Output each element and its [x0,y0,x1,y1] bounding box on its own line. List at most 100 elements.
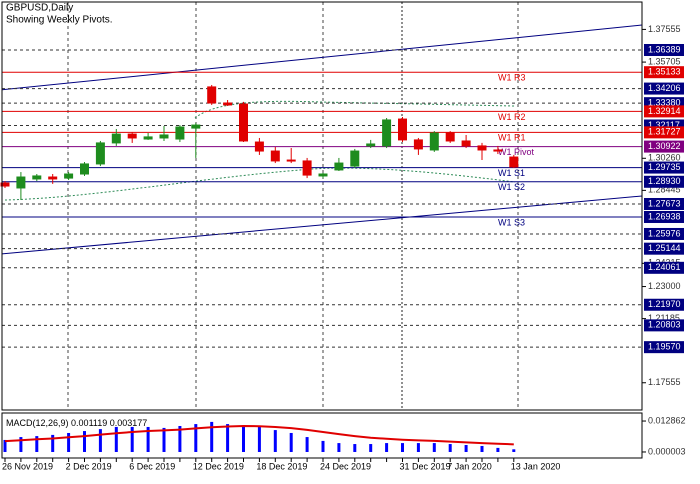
macd-bar [496,447,500,452]
y-tick-label: 1.23000 [648,281,681,291]
level-box [644,242,684,255]
macd-bar [83,431,86,452]
candle-body [175,126,185,140]
level-label: 1.29735 [648,162,681,172]
signal-line [4,424,514,446]
candle-body [223,102,233,106]
candle-body [429,132,439,151]
trend-line [2,195,642,255]
macd-bar [146,426,150,452]
level-box [644,298,684,311]
macd-bar [369,444,373,452]
macd-bar [162,427,166,452]
candle-body [111,133,121,144]
trend-line [2,24,642,91]
candle-body [95,142,105,165]
candle-body [48,176,58,180]
level-label: 1.20803 [648,320,681,330]
candle-body [270,150,280,162]
macd-bar [194,424,198,452]
level-label: 1.31727 [648,127,681,137]
y-tick-label: 1.35705 [648,56,681,66]
candle-body [32,175,42,180]
pivot-name: W1 R1 [498,133,526,143]
candle-body [0,182,10,187]
pivot-name: W1 Pivot [498,147,535,157]
level-label: 1.32914 [648,106,681,116]
candle-body [461,140,471,147]
pivot-name: W1 R2 [498,112,526,122]
level-label: 1.25976 [648,228,681,238]
candle-body [445,132,455,142]
macd-bar [353,444,357,452]
macd-bar [273,430,277,452]
macd-bar [257,426,261,452]
level-box [644,161,684,174]
x-tick-label: 18 Dec 2019 [256,461,307,471]
level-label: 1.32117 [648,120,680,130]
level-label: 1.26938 [648,211,681,221]
macd-bar [3,439,7,452]
level-label: 1.28930 [648,176,681,186]
y-tick-label: 0.012862 [648,415,686,425]
macd-bar [130,426,134,452]
y-tick-label: 1.37555 [648,24,681,34]
x-tick-label: 2 Dec 2019 [66,461,112,471]
x-tick-label: 7 Jan 2020 [447,461,492,471]
macd-name: MACD(12,26,9) [6,418,69,428]
level-box [644,82,684,95]
macd-bar [321,440,325,452]
x-tick-label: 6 Dec 2019 [129,461,175,471]
macd-bar [289,432,293,452]
candle-body [493,149,503,152]
chart-subtitle: Showing Weekly Pivots. [6,15,113,26]
x-tick-label: 31 Dec 2019 [400,461,451,471]
macd-bar [448,444,452,452]
level-label: 1.19570 [648,342,681,352]
macd-value: 0.001119 [71,418,107,428]
macd-bar [385,443,389,452]
macd-bar [114,426,118,452]
x-tick-label: 13 Jan 2020 [511,461,561,471]
macd-bar [35,436,39,452]
macd-bar [337,443,341,452]
macd-bar [242,426,245,452]
candle-body [80,163,89,175]
level-label: 1.36389 [648,44,681,54]
candle-body [64,173,74,179]
candle-body [239,103,248,142]
macd-bar [51,434,55,452]
level-box [644,44,684,57]
candle-body [477,145,487,151]
macd-bar [464,445,468,452]
level-label: 1.33380 [648,98,681,108]
level-box [644,319,684,332]
candle-body [334,162,344,171]
macd-bar [401,443,404,452]
level-box [644,341,684,354]
level-box [644,175,684,188]
macd-bar [512,449,516,452]
level-box [644,210,684,223]
macd-bar [226,424,230,452]
chart-title: GBPUSD,Daily [6,3,73,14]
x-tick-label: 24 Dec 2019 [320,461,371,471]
candle-body [509,156,519,168]
candle-body [286,159,296,162]
signal-value: 0.003177 [110,418,148,428]
candle-body [366,143,376,147]
macd-bar [432,443,436,452]
y-tick-label: 1.28445 [648,185,681,195]
level-label: 1.21970 [648,299,681,309]
macd-title: MACD(12,26,9) 0.001119 0.003177 [6,418,147,428]
pivot-name: W1 S3 [498,217,525,227]
macd-bar [210,421,214,452]
level-label: 1.25144 [648,243,681,253]
x-tick-label: 26 Nov 2019 [2,461,53,471]
level-box [644,197,684,210]
pivot-name: W1 S2 [498,182,525,192]
level-label: 1.35133 [648,67,681,77]
macd-bar [178,425,182,452]
macd-bar [305,437,309,452]
